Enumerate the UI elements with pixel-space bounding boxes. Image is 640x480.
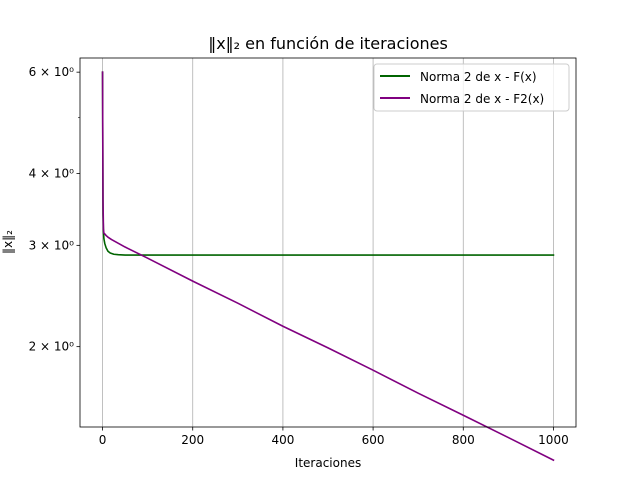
series-line-f xyxy=(101,71,555,256)
chart-title: ‖x‖₂ en función de iteraciones xyxy=(208,34,448,53)
legend-box xyxy=(373,63,570,112)
y-tick-label: 2 × 10⁰ xyxy=(29,340,75,354)
y-tick-label: 4 × 10⁰ xyxy=(29,166,75,180)
y-tick-label: 6 × 10⁰ xyxy=(29,65,75,79)
y-tick-label: 3 × 10⁰ xyxy=(29,238,75,252)
x-tick-label: 1000 xyxy=(538,433,569,447)
x-tick-label: 200 xyxy=(181,433,204,447)
x-axis-label: Iteraciones xyxy=(295,456,361,470)
x-tick-label: 0 xyxy=(99,433,107,447)
x-tick-label: 800 xyxy=(452,433,475,447)
series-layer xyxy=(101,71,555,462)
y-axis-label: ‖x‖₂ xyxy=(1,230,15,254)
tick-layer: 0 200 400 600 800 1000 6 × 10⁰ 4 × 10⁰ 3 × 10⁰ 2 … xyxy=(29,65,569,447)
series-line-f2 xyxy=(101,71,555,462)
x-tick-label: 400 xyxy=(271,433,294,447)
x-tick-label: 600 xyxy=(362,433,385,447)
plot-frame xyxy=(79,57,577,428)
legend: Norma 2 de x - F(x) Norma 2 de x - F2(x) xyxy=(373,63,570,112)
legend-label-f: Norma 2 de x - F(x) xyxy=(420,70,537,84)
legend-label-f2: Norma 2 de x - F2(x) xyxy=(420,92,544,106)
